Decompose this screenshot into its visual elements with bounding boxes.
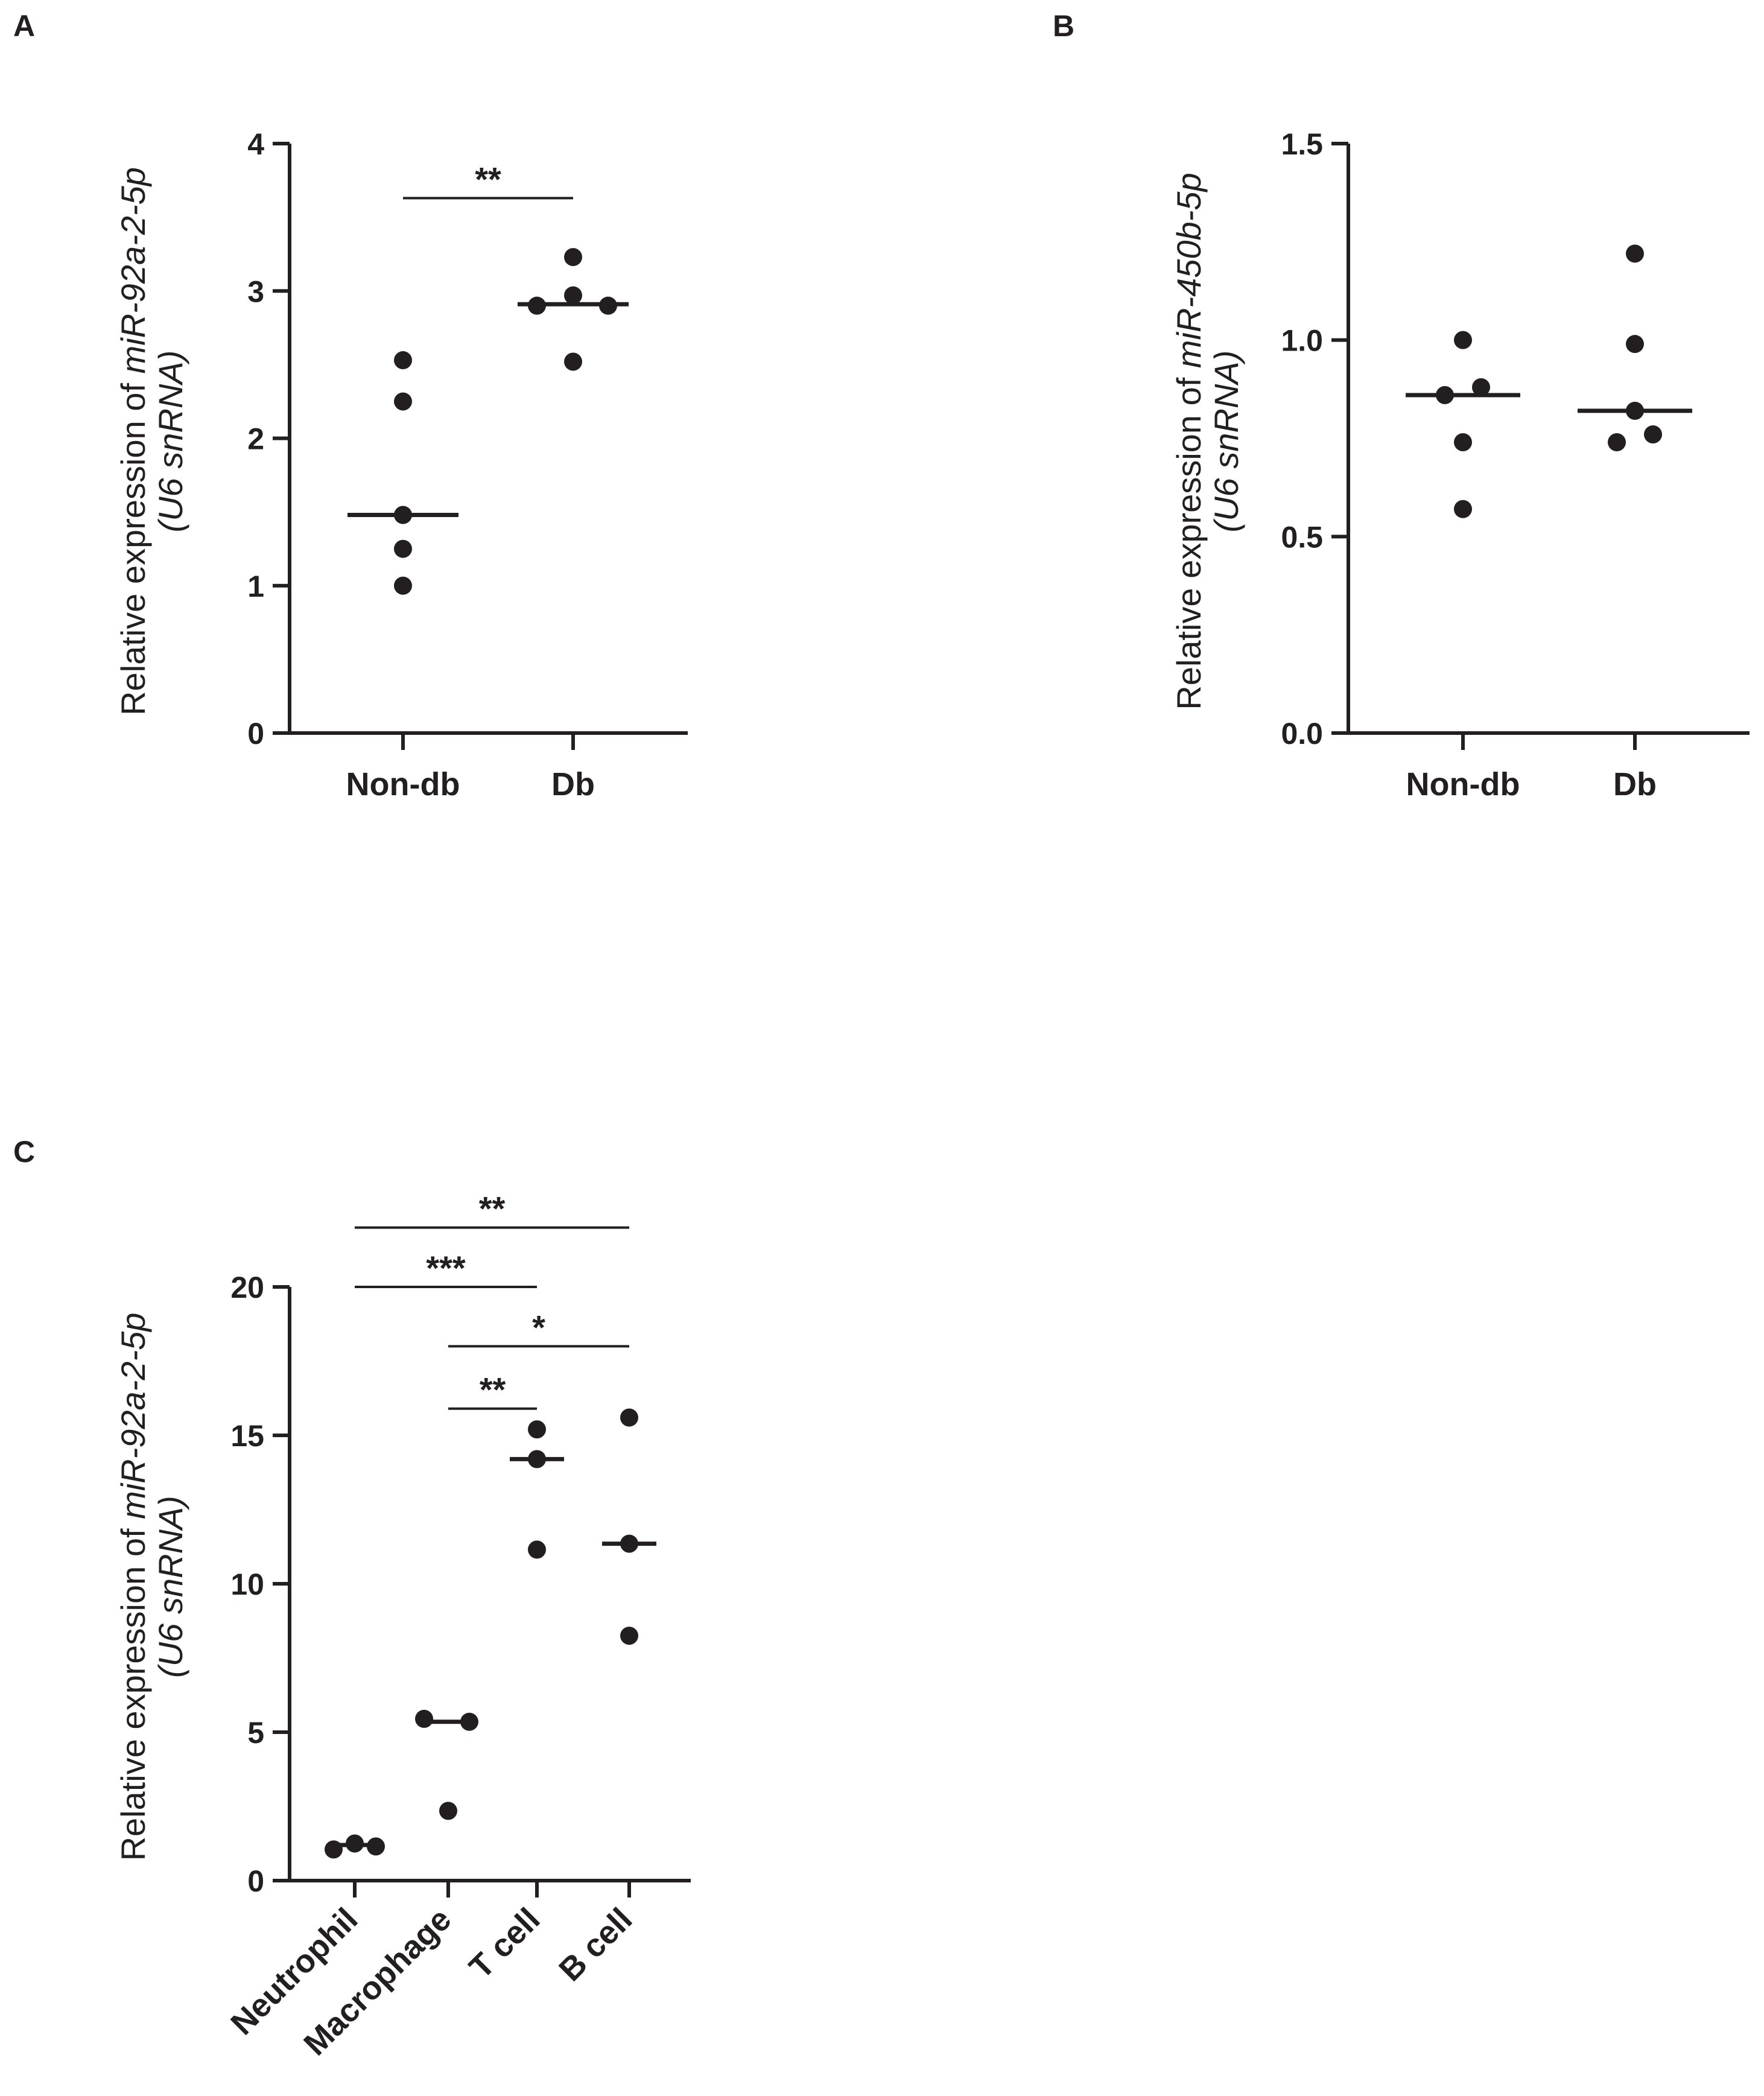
chart-c-point <box>439 1802 457 1820</box>
chart-c-x-tick-label: T cell <box>462 1901 547 1986</box>
chart-b-point <box>1472 378 1490 396</box>
chart-c-point <box>620 1408 638 1427</box>
chart-b-point <box>1626 244 1644 263</box>
chart-b-y-tick-label: 0.0 <box>1281 717 1323 751</box>
chart-a-y-tick-label: 3 <box>247 275 264 308</box>
chart-b-x-tick-label: Non-db <box>1406 766 1520 802</box>
chart-a-significance-label: ** <box>475 160 501 198</box>
chart-b-point <box>1454 500 1472 518</box>
chart-a-point <box>394 351 412 370</box>
chart-a-y-label-gene: miR-92a-2-5p <box>114 167 152 373</box>
chart-a-point <box>564 286 582 305</box>
chart-a-y-tick-label: 0 <box>247 717 264 751</box>
chart-c-y-label-line2: (U6 snRNA) <box>151 1496 189 1678</box>
chart-a-point <box>564 248 582 267</box>
chart-a-y-label-line2: (U6 snRNA) <box>151 351 189 533</box>
chart-c-y-tick-label: 10 <box>230 1567 264 1601</box>
chart-b-y-label-gene: miR-450b-5p <box>1170 173 1208 368</box>
chart-c-y-tick-label: 5 <box>247 1716 264 1750</box>
panel-label-b: B <box>1053 9 1075 43</box>
chart-a-x-tick-label: Db <box>551 766 595 802</box>
chart-c-significance-label: * <box>532 1308 545 1346</box>
chart-b-y-label: Relative expression of miR-450b-5p <box>1170 173 1208 710</box>
chart-c-y-tick-label: 0 <box>247 1864 264 1898</box>
chart-b: 0.0 0.5 1.0 1.5 Relative expression of miR-4… <box>1170 127 1750 802</box>
chart-c-significance-label: *** <box>426 1249 466 1287</box>
chart-a-y-tick-label: 1 <box>247 570 264 603</box>
chart-a-point <box>564 352 582 371</box>
panel-label-a: A <box>13 9 36 43</box>
chart-c-y-label: Relative expression of miR-92a-2-5p <box>114 1313 152 1861</box>
chart-c-y-tick-label: 20 <box>230 1271 264 1304</box>
chart-c: 0 5 10 15 20 Relative expression of miR-92a-2… <box>114 1190 691 2062</box>
chart-b-point <box>1608 433 1626 452</box>
chart-a-point <box>394 539 412 558</box>
chart-c-point <box>528 1420 546 1439</box>
chart-c-y-label-gene: miR-92a-2-5p <box>114 1313 152 1519</box>
chart-a: 0 1 2 3 4 Relative expression of miR-92a-2-5p… <box>114 127 688 802</box>
chart-b-y-tick-label: 1.0 <box>1281 324 1323 358</box>
chart-b-y-tick-label: 1.5 <box>1281 127 1323 161</box>
chart-b-y-label-line2: (U6 snRNA) <box>1207 351 1245 533</box>
chart-a-point <box>394 392 412 411</box>
chart-b-y-tick-label: 0.5 <box>1281 520 1323 554</box>
chart-c-point <box>620 1627 638 1645</box>
chart-a-point <box>394 576 412 595</box>
chart-a-y-label-prefix: Relative expression of <box>114 373 152 716</box>
chart-c-significance-label: ** <box>479 1190 506 1228</box>
chart-a-y-tick-label: 4 <box>247 127 264 161</box>
chart-c-point <box>528 1540 546 1559</box>
chart-a-x-tick-label: Non-db <box>346 766 460 802</box>
panel-label-c: C <box>13 1135 36 1169</box>
chart-b-point <box>1626 335 1644 354</box>
chart-b-x-tick-label: Db <box>1613 766 1657 802</box>
chart-a-y-label: Relative expression of miR-92a-2-5p <box>114 167 152 716</box>
chart-c-significance-label: ** <box>480 1371 506 1409</box>
chart-b-point <box>1644 425 1662 443</box>
chart-c-point <box>415 1709 433 1728</box>
chart-c-x-tick-label: B cell <box>552 1901 639 1988</box>
chart-b-point <box>1454 331 1472 349</box>
chart-c-y-label-prefix: Relative expression of <box>114 1519 152 1861</box>
chart-b-y-label-prefix: Relative expression of <box>1170 368 1208 710</box>
chart-b-point <box>1454 433 1472 452</box>
chart-a-y-tick-label: 2 <box>247 422 264 456</box>
chart-c-y-tick-label: 15 <box>230 1419 264 1453</box>
